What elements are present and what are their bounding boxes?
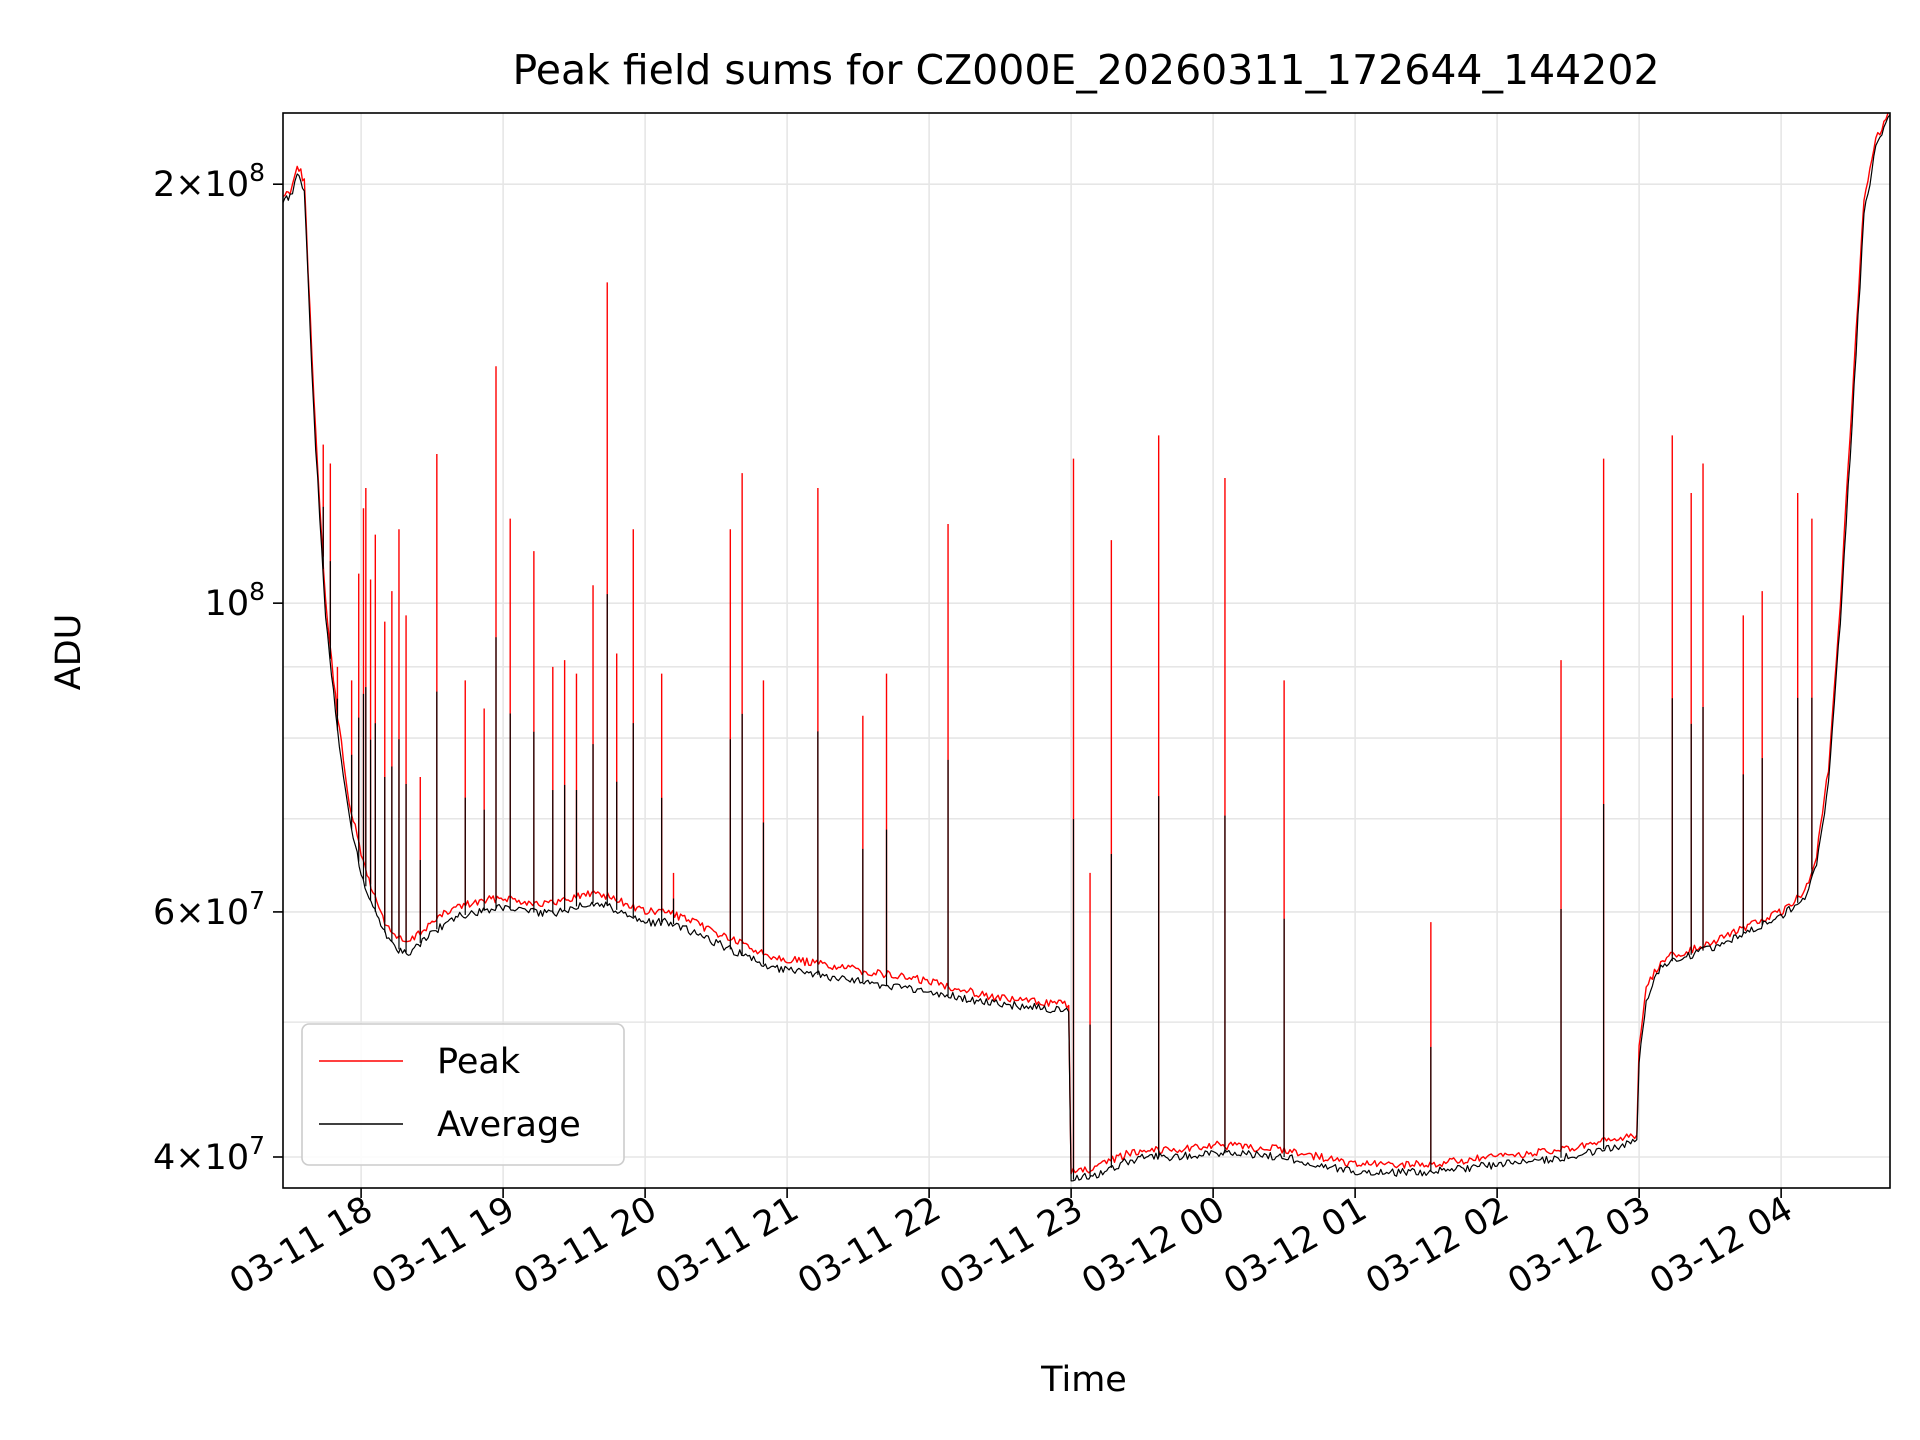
- chart-title: Peak field sums for CZ000E_20260311_1726…: [512, 46, 1659, 94]
- series-layer: [283, 113, 1890, 1182]
- y-axis: 4×107 6×107 108 2×108: [153, 158, 283, 1178]
- legend-label-average: Average: [437, 1105, 581, 1145]
- legend-label-peak: Peak: [437, 1042, 521, 1082]
- y-tick-label: 2×108: [153, 158, 265, 205]
- legend-box: [301, 1023, 625, 1166]
- y-tick-label: 4×107: [153, 1131, 265, 1178]
- y-tick-label: 108: [205, 577, 265, 624]
- series-line-average: [283, 114, 1890, 1182]
- series-line-peak: [283, 113, 1890, 1175]
- y-axis-label: ADU: [49, 614, 89, 691]
- x-axis-label: Time: [1040, 1360, 1127, 1400]
- plot-frame: [282, 112, 1891, 1189]
- legend: Peak Average: [301, 1023, 625, 1166]
- y-tick-label: 6×107: [153, 886, 265, 933]
- grid: [283, 113, 1890, 1188]
